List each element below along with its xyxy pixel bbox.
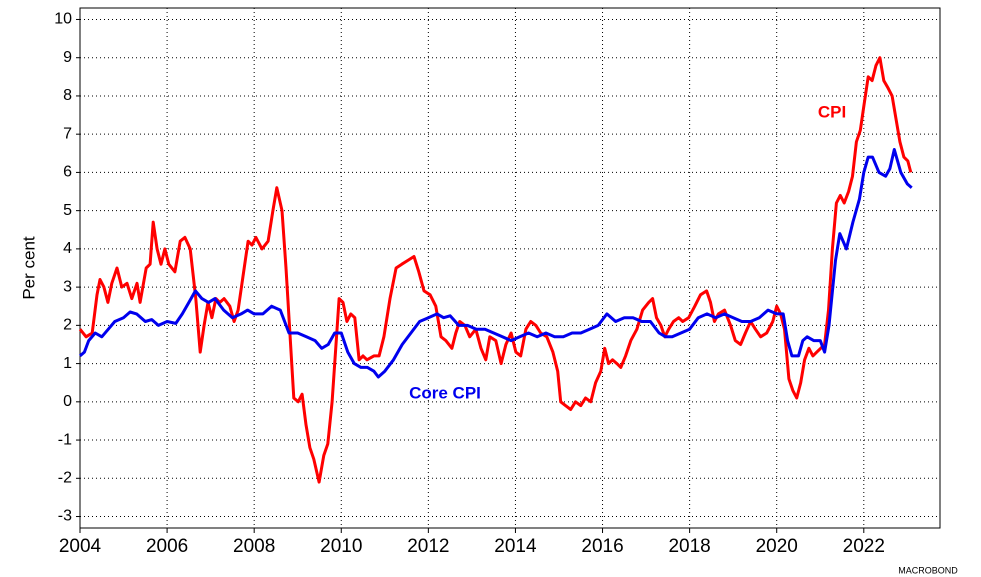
x-tick-label: 2008: [233, 536, 275, 557]
y-tick-label: 9: [63, 49, 72, 66]
source: MACROBOND: [898, 565, 958, 575]
series-line: [78, 56, 913, 484]
y-tick-label: 4: [63, 240, 72, 257]
series-line: [79, 148, 913, 379]
y-tick-label: 7: [63, 125, 72, 142]
y-tick-label: 3: [63, 278, 72, 295]
y-tick-label: 8: [63, 87, 72, 104]
x-tick-label: 2014: [494, 536, 537, 557]
x-tick-label: 2016: [581, 536, 623, 557]
y-tick-label: 10: [54, 11, 72, 28]
y-tick-label: 6: [63, 164, 72, 181]
x-tick-label: 2020: [756, 536, 798, 557]
series-label: Core CPI: [409, 383, 481, 402]
x-tick-label: 2012: [407, 536, 449, 557]
plot-frame: [79, 7, 941, 529]
series-label: CPI: [818, 102, 846, 121]
y-tick-label: -3: [58, 508, 72, 525]
y-tick-label: 1: [63, 355, 72, 372]
x-tick-label: 2004: [59, 536, 102, 557]
y-axis-label: Per cent: [19, 236, 38, 300]
y-tick-label: 2: [63, 317, 72, 334]
y-tick-label: -1: [58, 431, 72, 448]
x-tick-label: 2022: [843, 536, 885, 557]
x-tick-label: 2018: [668, 536, 710, 557]
y-tick-label: -2: [58, 470, 72, 487]
y-tick-label: 0: [63, 393, 72, 410]
x-tick-label: 2010: [320, 536, 362, 557]
x-tick-label: 2006: [146, 536, 188, 557]
y-tick-label: 5: [63, 202, 72, 219]
